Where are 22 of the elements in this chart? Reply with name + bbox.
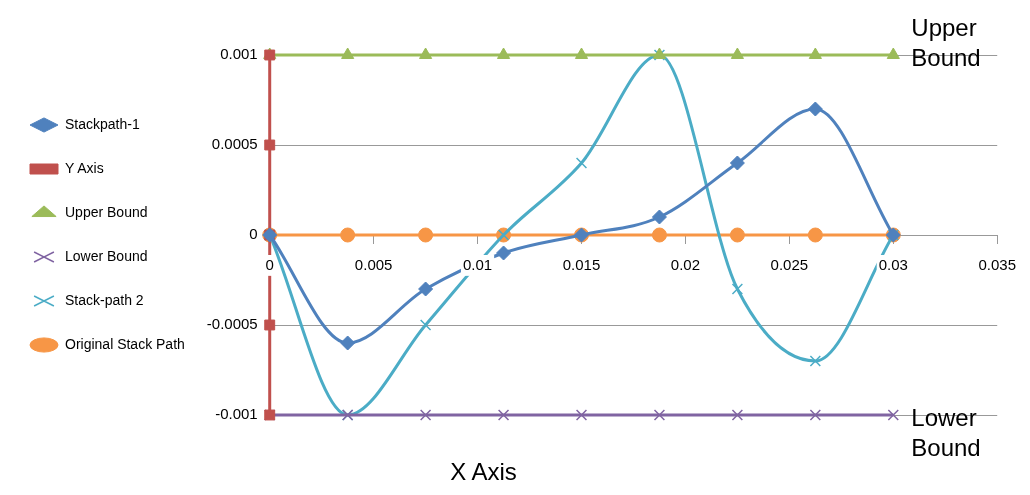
y-tick-label: -0.001 [215, 405, 258, 423]
annotation: Lower Bound [911, 403, 981, 461]
y-tick-label: 0.001 [220, 45, 258, 63]
legend-label: Upper Bound [65, 203, 148, 220]
x-tick-label: 0.035 [978, 256, 1017, 274]
x-axis-title: X Axis [450, 457, 517, 485]
legend-label: Stack-path 2 [65, 291, 144, 308]
x-tick-label: 0.005 [354, 256, 393, 274]
legend-label: Lower Bound [65, 247, 148, 264]
legend-label: Stackpath-1 [65, 115, 140, 132]
x-tick-label: 0 [265, 256, 274, 274]
x-tick-label: 0.01 [462, 256, 493, 274]
x-tick-label: 0.02 [670, 256, 701, 274]
x-tick-label: 0.025 [770, 256, 809, 274]
y-tick-label: -0.0005 [206, 315, 258, 333]
x-tick-label: 0.015 [562, 256, 601, 274]
x-tick-label: 0.03 [878, 256, 908, 274]
legend-label: Original Stack Path [65, 335, 185, 352]
y-tick-label: 0 [249, 225, 258, 243]
annotation: Upper Bound [911, 13, 981, 71]
y-tick-label: 0.0005 [211, 135, 258, 153]
legend-label: Y Axis [65, 159, 104, 176]
